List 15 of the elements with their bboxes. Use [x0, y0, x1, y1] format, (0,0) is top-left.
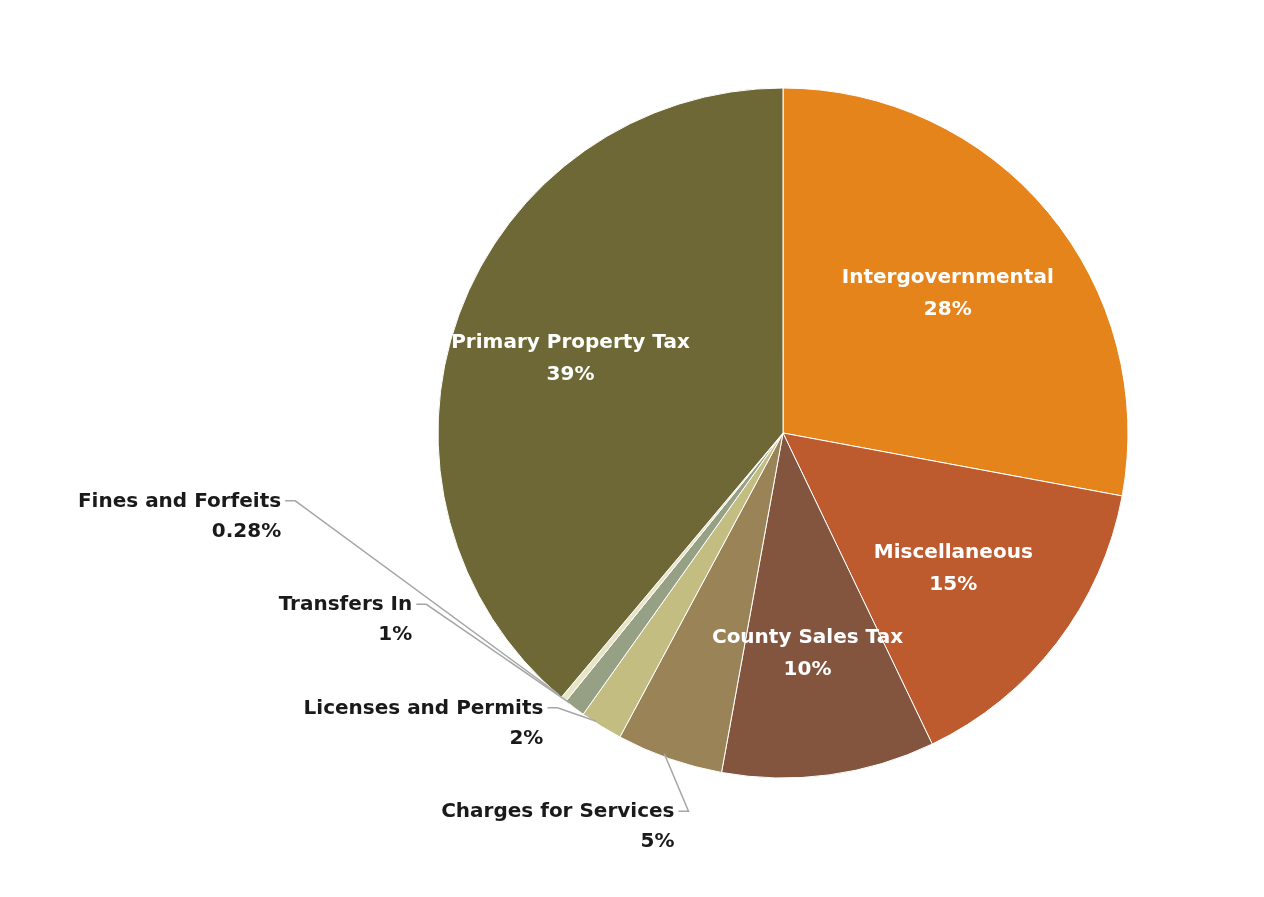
slice-label: Licenses and Permits — [303, 694, 544, 719]
slice-label: Primary Property Tax — [451, 329, 690, 354]
slice-label: Transfers In — [278, 591, 413, 616]
slice-label: Intergovernmental — [841, 263, 1054, 288]
slice-label: Fines and Forfeits — [77, 487, 282, 512]
data-label: 0.28% — [211, 517, 282, 542]
data-label: 5% — [640, 828, 675, 853]
slice-label: Charges for Services — [441, 798, 675, 823]
data-label: 15% — [929, 571, 978, 596]
data-label: 39% — [546, 361, 595, 386]
data-label: 28% — [923, 295, 972, 320]
data-label: 10% — [783, 655, 832, 680]
data-label: 2% — [509, 724, 544, 749]
slice-label: Miscellaneous — [873, 539, 1033, 564]
data-label: 1% — [378, 621, 413, 646]
